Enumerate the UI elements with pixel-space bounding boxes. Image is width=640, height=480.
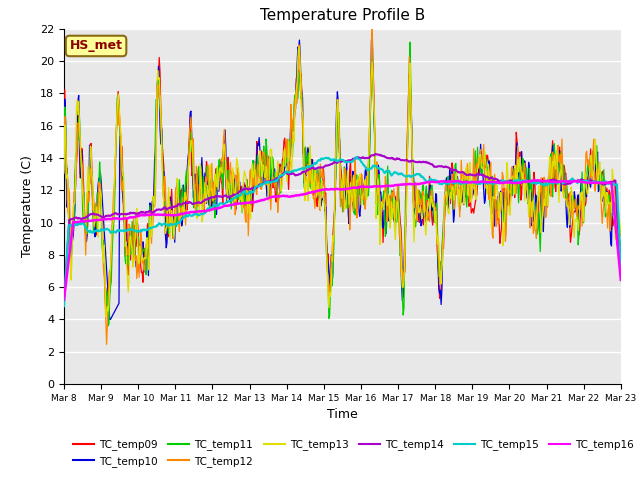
- TC_temp15: [411, 172, 419, 178]
- TC_temp16: [426, 179, 434, 185]
- TC_temp10: [106, 316, 113, 322]
- TC_temp11: [428, 182, 436, 188]
- TC_temp13: [102, 314, 109, 320]
- TC_temp12: [617, 232, 625, 238]
- Line: TC_temp13: TC_temp13: [64, 47, 621, 317]
- TC_temp16: [534, 177, 542, 183]
- TC_temp15: [60, 303, 68, 309]
- Line: TC_temp10: TC_temp10: [64, 33, 621, 319]
- Y-axis label: Temperature (C): Temperature (C): [22, 156, 35, 257]
- TC_temp16: [214, 205, 221, 211]
- TC_temp13: [428, 198, 436, 204]
- TC_temp16: [60, 297, 68, 302]
- TC_temp12: [185, 150, 193, 156]
- TC_temp09: [70, 203, 78, 209]
- TC_temp14: [372, 151, 380, 157]
- TC_temp12: [428, 188, 436, 193]
- TC_temp11: [104, 323, 112, 329]
- TC_temp13: [295, 44, 303, 50]
- Line: TC_temp11: TC_temp11: [64, 42, 621, 326]
- TC_temp14: [617, 272, 625, 278]
- TC_temp16: [184, 210, 192, 216]
- TC_temp14: [411, 159, 419, 165]
- TC_temp09: [60, 142, 68, 148]
- TC_temp10: [428, 207, 436, 213]
- TC_temp12: [214, 185, 222, 191]
- TC_temp15: [70, 222, 78, 228]
- TC_temp09: [186, 135, 193, 141]
- TC_temp15: [127, 227, 135, 232]
- TC_temp14: [60, 295, 68, 301]
- TC_temp13: [185, 157, 193, 163]
- TC_temp09: [103, 306, 111, 312]
- TC_temp16: [410, 181, 418, 187]
- X-axis label: Time: Time: [327, 408, 358, 421]
- TC_temp13: [128, 245, 136, 251]
- TC_temp16: [127, 214, 135, 220]
- TC_temp16: [617, 277, 625, 283]
- TC_temp15: [428, 177, 435, 182]
- TC_temp13: [214, 187, 222, 193]
- TC_temp16: [70, 219, 78, 225]
- TC_temp12: [128, 249, 136, 255]
- TC_temp11: [60, 168, 68, 173]
- TC_temp12: [60, 161, 68, 167]
- Text: HS_met: HS_met: [70, 39, 123, 52]
- TC_temp13: [412, 208, 419, 214]
- TC_temp10: [214, 174, 222, 180]
- TC_temp11: [617, 247, 625, 252]
- TC_temp15: [184, 214, 192, 219]
- TC_temp09: [215, 176, 223, 181]
- TC_temp10: [60, 146, 68, 152]
- TC_temp10: [185, 150, 193, 156]
- TC_temp13: [70, 200, 78, 206]
- TC_temp09: [428, 216, 436, 221]
- TC_temp10: [128, 234, 136, 240]
- TC_temp11: [412, 224, 419, 230]
- TC_temp14: [214, 193, 221, 199]
- TC_temp10: [412, 211, 419, 217]
- TC_temp15: [617, 264, 625, 270]
- TC_temp14: [127, 210, 135, 216]
- TC_temp11: [128, 218, 136, 224]
- TC_temp10: [617, 251, 625, 256]
- TC_temp11: [185, 157, 193, 163]
- Line: TC_temp09: TC_temp09: [64, 58, 621, 309]
- TC_temp09: [412, 198, 419, 204]
- TC_temp09: [156, 55, 163, 60]
- Line: TC_temp12: TC_temp12: [64, 29, 621, 345]
- TC_temp11: [70, 218, 78, 224]
- TC_temp11: [214, 174, 222, 180]
- TC_temp12: [103, 342, 111, 348]
- Line: TC_temp15: TC_temp15: [64, 157, 621, 306]
- TC_temp14: [428, 161, 435, 167]
- TC_temp15: [353, 154, 360, 160]
- TC_temp12: [70, 189, 78, 195]
- TC_temp11: [406, 39, 414, 45]
- TC_temp09: [617, 259, 625, 265]
- TC_temp10: [369, 30, 376, 36]
- TC_temp12: [369, 26, 376, 32]
- TC_temp14: [70, 215, 78, 221]
- TC_temp14: [184, 200, 192, 206]
- Legend: TC_temp09, TC_temp10, TC_temp11, TC_temp12, TC_temp13, TC_temp14, TC_temp15, TC_: TC_temp09, TC_temp10, TC_temp11, TC_temp…: [69, 435, 638, 471]
- TC_temp13: [617, 230, 625, 236]
- TC_temp15: [214, 204, 221, 210]
- TC_temp10: [70, 219, 78, 225]
- Line: TC_temp16: TC_temp16: [64, 180, 621, 300]
- Title: Temperature Profile B: Temperature Profile B: [260, 9, 425, 24]
- TC_temp13: [60, 170, 68, 176]
- TC_temp09: [128, 230, 136, 236]
- Line: TC_temp14: TC_temp14: [64, 154, 621, 298]
- TC_temp12: [412, 180, 419, 185]
